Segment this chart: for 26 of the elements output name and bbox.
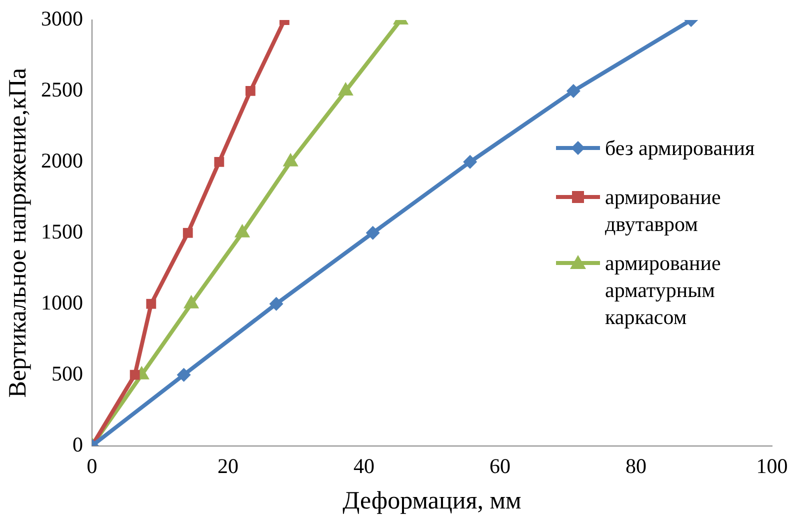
point bbox=[269, 296, 284, 311]
legend-label: армирование двутавром bbox=[605, 184, 722, 238]
y-tick-label: 2000 bbox=[41, 148, 83, 172]
legend-label: без армирования bbox=[605, 135, 755, 162]
x-tick-label: 60 bbox=[490, 454, 510, 478]
point bbox=[245, 86, 256, 96]
y-axis-title: Вертикальное напряжение,кПа bbox=[4, 68, 32, 398]
point bbox=[146, 298, 156, 309]
x-tick-label: 100 bbox=[756, 454, 788, 478]
x-tick-label: 20 bbox=[218, 454, 238, 478]
legend-label: армирование арматурным каркасом bbox=[605, 250, 722, 331]
y-tick-label: 1500 bbox=[41, 219, 83, 244]
y-tick-label: 3000 bbox=[41, 6, 83, 31]
point bbox=[366, 226, 380, 240]
point bbox=[566, 84, 580, 98]
x-axis-title: Деформация, мм bbox=[342, 488, 522, 515]
y-tick-label: 2500 bbox=[41, 77, 83, 102]
y-tick-label: 1000 bbox=[41, 290, 83, 314]
x-tick-label: 80 bbox=[626, 454, 646, 478]
point bbox=[214, 156, 224, 167]
x-tick-label: 40 bbox=[354, 454, 374, 478]
point bbox=[182, 228, 193, 238]
y-tick-label: 0 bbox=[72, 432, 83, 456]
point bbox=[463, 154, 478, 169]
y-tick-label: 500 bbox=[52, 361, 83, 386]
point bbox=[183, 294, 200, 308]
